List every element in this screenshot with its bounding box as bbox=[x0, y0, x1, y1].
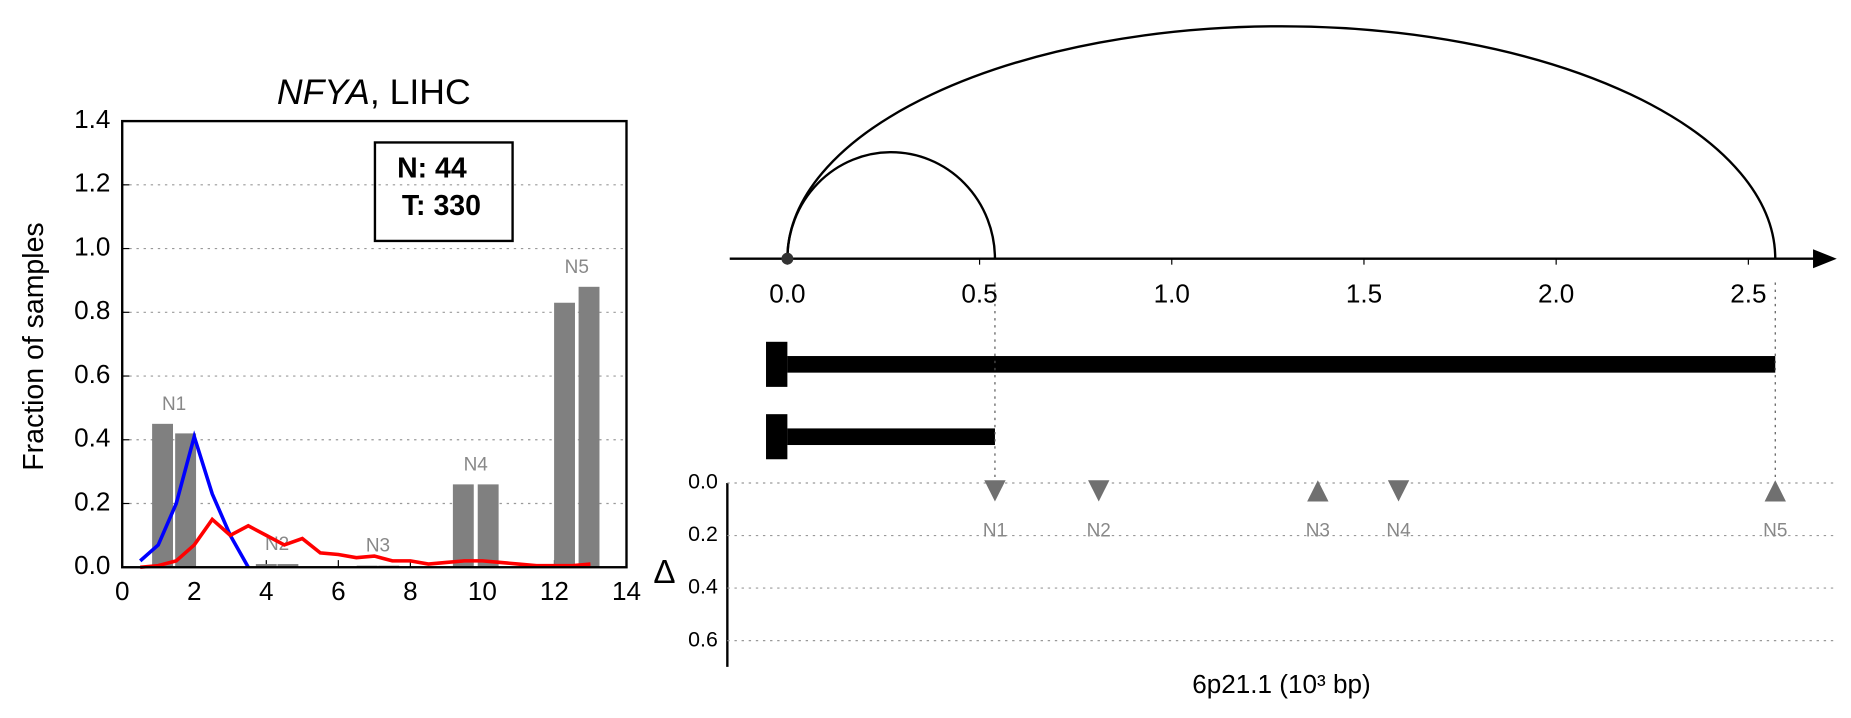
x-tick-label: 0.0 bbox=[769, 278, 805, 308]
delta-marker bbox=[984, 480, 1006, 502]
x-axis-label: 6p21.1 (10³ bp) bbox=[1192, 669, 1370, 699]
delta-axis-label: Δ bbox=[653, 554, 675, 591]
transcript-bar bbox=[787, 356, 1776, 373]
annotation: N: 44 bbox=[397, 152, 467, 184]
annotation: T: 330 bbox=[402, 190, 481, 222]
delta-tick-label: 0.2 bbox=[688, 522, 718, 546]
delta-tick-label: 0.6 bbox=[688, 627, 718, 651]
x-tick-label: 2 bbox=[187, 576, 202, 606]
bar bbox=[255, 564, 277, 568]
title-gene: NFYA bbox=[277, 72, 370, 112]
y-tick-label: 0.6 bbox=[74, 359, 110, 389]
x-tick-label: 0 bbox=[115, 576, 130, 606]
x-tick-label: 2.0 bbox=[1538, 278, 1574, 308]
x-tick-label: 14 bbox=[612, 576, 641, 606]
delta-marker bbox=[1387, 480, 1410, 502]
delta-marker bbox=[1088, 480, 1110, 502]
marker-label: N5 bbox=[1763, 521, 1787, 542]
bar bbox=[277, 564, 299, 568]
y-tick-label: 0.0 bbox=[74, 550, 110, 580]
arc bbox=[786, 24, 1777, 259]
y-tick-label: 1.2 bbox=[74, 168, 110, 198]
bar bbox=[152, 423, 174, 568]
bar bbox=[452, 484, 474, 568]
bar bbox=[554, 302, 575, 568]
bar bbox=[175, 433, 197, 568]
y-tick-label: 0.8 bbox=[74, 295, 110, 325]
annotation-box bbox=[373, 141, 514, 243]
bar bbox=[578, 286, 600, 568]
x-tick-label: 12 bbox=[540, 576, 569, 606]
delta-marker bbox=[1764, 480, 1786, 502]
bar-group-label: N5 bbox=[565, 257, 589, 278]
transcript-bar bbox=[787, 428, 995, 446]
x-tick-label: 2.5 bbox=[1730, 278, 1766, 308]
transcript-head bbox=[766, 414, 788, 460]
x-tick-label: 1.0 bbox=[1154, 278, 1190, 308]
x-tick-label: 6 bbox=[331, 576, 346, 606]
y-tick-label: 0.4 bbox=[74, 423, 110, 453]
marker-label: N1 bbox=[983, 521, 1007, 542]
delta-tick-label: 0.0 bbox=[688, 470, 718, 494]
y-tick-label: 1.0 bbox=[74, 231, 110, 261]
x-tick-label: 1.5 bbox=[1346, 278, 1382, 308]
bar bbox=[477, 484, 499, 568]
delta-marker bbox=[1307, 480, 1329, 502]
x-tick-label: 10 bbox=[468, 576, 497, 606]
y-tick-label: 1.4 bbox=[74, 104, 110, 134]
marker-label: N4 bbox=[1386, 521, 1410, 542]
delta-tick-label: 0.4 bbox=[688, 575, 718, 599]
bar-group-label: N4 bbox=[464, 454, 488, 475]
x-tick-label: 4 bbox=[259, 576, 274, 606]
arc bbox=[786, 151, 997, 259]
chart-title: NFYA, LIHC bbox=[277, 72, 471, 112]
transcript-head bbox=[766, 341, 788, 387]
x-tick-label: 0.5 bbox=[961, 278, 997, 308]
title-rest: , LIHC bbox=[370, 72, 471, 112]
marker-label: N2 bbox=[1087, 521, 1111, 542]
line bbox=[140, 516, 591, 570]
axis-arrow bbox=[1813, 249, 1837, 269]
bar-group-label: N3 bbox=[366, 536, 390, 557]
y-axis-label: Fraction of samples bbox=[18, 222, 50, 470]
plot-frame bbox=[121, 119, 628, 569]
marker-label: N3 bbox=[1306, 521, 1330, 542]
bar-group-label: N1 bbox=[162, 394, 186, 415]
y-tick-label: 0.2 bbox=[74, 486, 110, 516]
x-tick-label: 8 bbox=[403, 576, 418, 606]
origin-dot bbox=[781, 252, 794, 265]
